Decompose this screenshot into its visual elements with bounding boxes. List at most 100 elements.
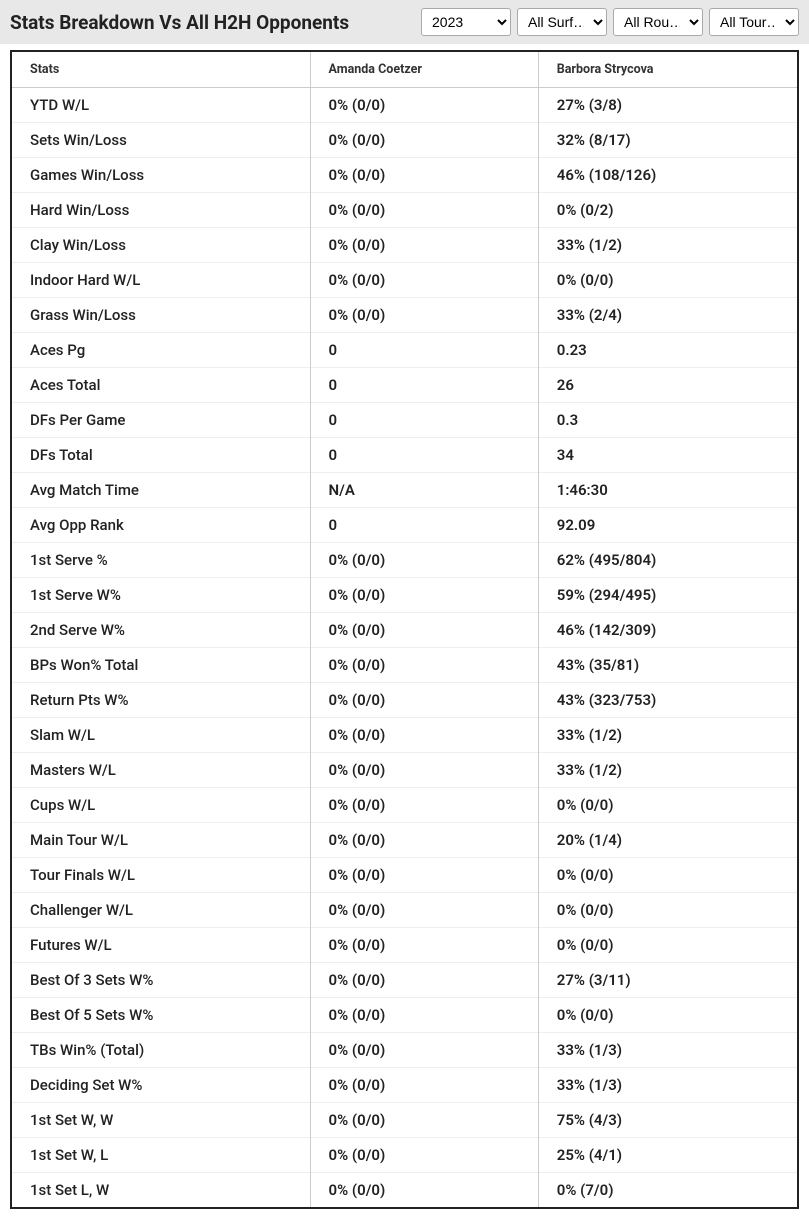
table-row: BPs Won% Total0% (0/0)43% (35/81) xyxy=(11,648,798,683)
player2-value: 32% (8/17) xyxy=(538,123,798,158)
player2-value: 0% (0/0) xyxy=(538,263,798,298)
stat-label: Cups W/L xyxy=(11,788,310,823)
stat-label: Games Win/Loss xyxy=(11,158,310,193)
player2-value: 46% (108/126) xyxy=(538,158,798,193)
table-row: Clay Win/Loss0% (0/0)33% (1/2) xyxy=(11,228,798,263)
player1-value: 0% (0/0) xyxy=(310,193,538,228)
stat-label: Tour Finals W/L xyxy=(11,858,310,893)
player2-value: 62% (495/804) xyxy=(538,543,798,578)
player2-value: 27% (3/11) xyxy=(538,963,798,998)
stat-label: Best Of 5 Sets W% xyxy=(11,998,310,1033)
player2-value: 25% (4/1) xyxy=(538,1138,798,1173)
player1-value: 0% (0/0) xyxy=(310,1173,538,1209)
player1-value: 0% (0/0) xyxy=(310,88,538,123)
player1-value: 0% (0/0) xyxy=(310,228,538,263)
table-row: Masters W/L0% (0/0)33% (1/2) xyxy=(11,753,798,788)
stat-label: 1st Set W, L xyxy=(11,1138,310,1173)
player1-value: 0 xyxy=(310,333,538,368)
player2-value: 92.09 xyxy=(538,508,798,543)
player1-value: 0% (0/0) xyxy=(310,298,538,333)
table-header-row: Stats Amanda Coetzer Barbora Strycova xyxy=(11,51,798,88)
player2-value: 0% (7/0) xyxy=(538,1173,798,1209)
stat-label: Avg Match Time xyxy=(11,473,310,508)
player1-value: 0% (0/0) xyxy=(310,1138,538,1173)
year-select[interactable]: 2023 xyxy=(421,8,511,36)
table-row: DFs Per Game00.3 xyxy=(11,403,798,438)
player2-value: 33% (1/2) xyxy=(538,753,798,788)
table-row: 2nd Serve W%0% (0/0)46% (142/309) xyxy=(11,613,798,648)
player1-value: 0% (0/0) xyxy=(310,788,538,823)
table-row: 1st Serve %0% (0/0)62% (495/804) xyxy=(11,543,798,578)
player2-value: 46% (142/309) xyxy=(538,613,798,648)
table-row: Main Tour W/L0% (0/0)20% (1/4) xyxy=(11,823,798,858)
stat-label: Sets Win/Loss xyxy=(11,123,310,158)
tour-select[interactable]: All Tour… xyxy=(709,8,799,36)
round-select[interactable]: All Rou… xyxy=(613,8,703,36)
player2-value: 34 xyxy=(538,438,798,473)
player1-value: 0% (0/0) xyxy=(310,718,538,753)
player2-value: 27% (3/8) xyxy=(538,88,798,123)
player1-value: 0 xyxy=(310,403,538,438)
stat-label: BPs Won% Total xyxy=(11,648,310,683)
stat-label: Return Pts W% xyxy=(11,683,310,718)
table-row: 1st Serve W%0% (0/0)59% (294/495) xyxy=(11,578,798,613)
player2-value: 20% (1/4) xyxy=(538,823,798,858)
player1-value: 0% (0/0) xyxy=(310,928,538,963)
col-header-player2: Barbora Strycova xyxy=(538,51,798,88)
stat-label: 1st Serve % xyxy=(11,543,310,578)
player1-value: 0 xyxy=(310,438,538,473)
table-wrap: Stats Amanda Coetzer Barbora Strycova YT… xyxy=(0,44,809,1227)
table-row: Challenger W/L0% (0/0)0% (0/0) xyxy=(11,893,798,928)
table-row: Slam W/L0% (0/0)33% (1/2) xyxy=(11,718,798,753)
stat-label: DFs Total xyxy=(11,438,310,473)
stat-label: YTD W/L xyxy=(11,88,310,123)
header-bar: Stats Breakdown Vs All H2H Opponents 202… xyxy=(0,0,809,44)
stat-label: Aces Total xyxy=(11,368,310,403)
stat-label: Main Tour W/L xyxy=(11,823,310,858)
player2-value: 26 xyxy=(538,368,798,403)
table-row: Best Of 5 Sets W%0% (0/0)0% (0/0) xyxy=(11,998,798,1033)
player1-value: 0% (0/0) xyxy=(310,893,538,928)
player1-value: 0% (0/0) xyxy=(310,683,538,718)
player2-value: 59% (294/495) xyxy=(538,578,798,613)
player1-value: 0% (0/0) xyxy=(310,578,538,613)
player1-value: 0% (0/0) xyxy=(310,123,538,158)
player1-value: 0 xyxy=(310,368,538,403)
table-row: Cups W/L0% (0/0)0% (0/0) xyxy=(11,788,798,823)
stat-label: Best Of 3 Sets W% xyxy=(11,963,310,998)
col-header-stats: Stats xyxy=(11,51,310,88)
stat-label: TBs Win% (Total) xyxy=(11,1033,310,1068)
stat-label: Clay Win/Loss xyxy=(11,228,310,263)
filter-selects: 2023 All Surf… All Rou… All Tour… xyxy=(421,8,799,36)
table-row: Games Win/Loss0% (0/0)46% (108/126) xyxy=(11,158,798,193)
stat-label: Avg Opp Rank xyxy=(11,508,310,543)
player1-value: 0% (0/0) xyxy=(310,543,538,578)
player2-value: 0% (0/0) xyxy=(538,928,798,963)
stats-table: Stats Amanda Coetzer Barbora Strycova YT… xyxy=(10,50,799,1209)
stat-label: Masters W/L xyxy=(11,753,310,788)
table-row: Avg Match TimeN/A1:46:30 xyxy=(11,473,798,508)
player1-value: 0% (0/0) xyxy=(310,858,538,893)
table-row: Futures W/L0% (0/0)0% (0/0) xyxy=(11,928,798,963)
stat-label: Challenger W/L xyxy=(11,893,310,928)
table-row: Return Pts W%0% (0/0)43% (323/753) xyxy=(11,683,798,718)
col-header-player1: Amanda Coetzer xyxy=(310,51,538,88)
table-row: 1st Set L, W0% (0/0)0% (7/0) xyxy=(11,1173,798,1209)
player2-value: 33% (1/3) xyxy=(538,1033,798,1068)
player1-value: N/A xyxy=(310,473,538,508)
table-row: Deciding Set W%0% (0/0)33% (1/3) xyxy=(11,1068,798,1103)
player2-value: 0% (0/0) xyxy=(538,788,798,823)
player1-value: 0% (0/0) xyxy=(310,998,538,1033)
table-row: DFs Total034 xyxy=(11,438,798,473)
surface-select[interactable]: All Surf… xyxy=(517,8,607,36)
table-row: 1st Set W, L0% (0/0)25% (4/1) xyxy=(11,1138,798,1173)
stat-label: 1st Set L, W xyxy=(11,1173,310,1209)
stat-label: 1st Serve W% xyxy=(11,578,310,613)
stat-label: Aces Pg xyxy=(11,333,310,368)
player2-value: 0% (0/2) xyxy=(538,193,798,228)
player1-value: 0% (0/0) xyxy=(310,648,538,683)
stat-label: 2nd Serve W% xyxy=(11,613,310,648)
player2-value: 33% (1/3) xyxy=(538,1068,798,1103)
stat-label: Deciding Set W% xyxy=(11,1068,310,1103)
page-title: Stats Breakdown Vs All H2H Opponents xyxy=(10,11,349,34)
